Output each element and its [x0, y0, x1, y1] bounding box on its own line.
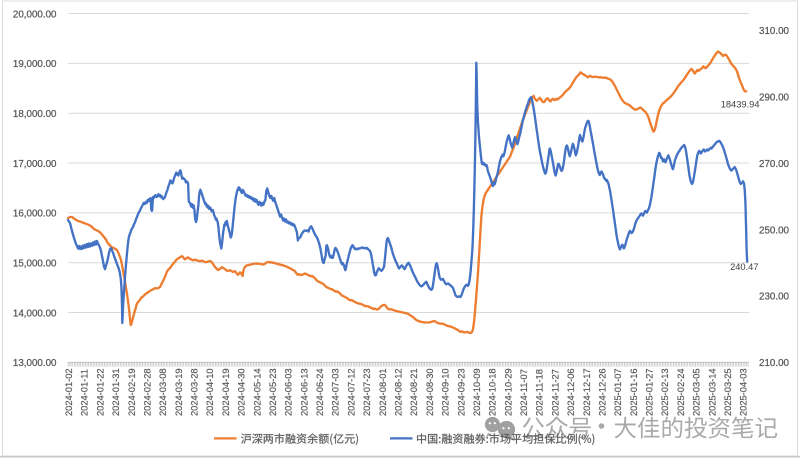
svg-text:250.00: 250.00: [759, 225, 790, 236]
svg-text:2024-08-21: 2024-08-21: [409, 368, 419, 416]
svg-text:2024-09-10: 2024-09-10: [441, 368, 451, 416]
svg-text:2024-03-19: 2024-03-19: [174, 368, 184, 416]
svg-text:2024-03-08: 2024-03-08: [158, 368, 168, 416]
svg-text:2024-08-12: 2024-08-12: [393, 368, 403, 416]
svg-text:2024-05-23: 2024-05-23: [268, 368, 278, 416]
svg-text:2024-12-17: 2024-12-17: [582, 368, 592, 416]
svg-text:16,000.00: 16,000.00: [13, 209, 57, 220]
svg-text:2024-05-14: 2024-05-14: [252, 368, 262, 416]
svg-text:270.00: 270.00: [759, 159, 790, 170]
svg-text:2024-12-06: 2024-12-06: [566, 368, 576, 416]
svg-text:2024-11-27: 2024-11-27: [550, 369, 560, 416]
svg-text:2024-06-24: 2024-06-24: [315, 368, 325, 416]
svg-text:2025-01-27: 2025-01-27: [645, 368, 655, 416]
svg-text:2025-01-16: 2025-01-16: [629, 368, 639, 416]
svg-text:310.00: 310.00: [759, 26, 790, 37]
svg-text:2024-10-09: 2024-10-09: [472, 368, 482, 416]
svg-text:2024-02-19: 2024-02-19: [127, 368, 137, 416]
svg-text:2025-03-05: 2025-03-05: [692, 368, 702, 416]
svg-text:2024-12-26: 2024-12-26: [597, 368, 607, 416]
svg-text:2024-07-03: 2024-07-03: [331, 368, 341, 416]
svg-text:2024-04-10: 2024-04-10: [205, 368, 215, 416]
svg-text:2024-10-18: 2024-10-18: [488, 368, 498, 416]
svg-text:210.00: 210.00: [759, 358, 790, 369]
svg-text:2024-04-30: 2024-04-30: [237, 368, 247, 416]
svg-text:18,000.00: 18,000.00: [13, 109, 57, 120]
svg-text:2024-08-01: 2024-08-01: [378, 368, 388, 416]
svg-text:2024-08-30: 2024-08-30: [425, 368, 435, 416]
svg-text:17,000.00: 17,000.00: [13, 159, 57, 170]
svg-text:2024-01-11: 2024-01-11: [80, 369, 90, 416]
svg-text:13,000.00: 13,000.00: [13, 358, 57, 369]
svg-text:2025-02-13: 2025-02-13: [660, 368, 670, 416]
svg-text:2024-03-28: 2024-03-28: [190, 368, 200, 416]
svg-text:15,000.00: 15,000.00: [13, 259, 57, 270]
svg-text:2024-06-13: 2024-06-13: [299, 368, 309, 416]
svg-text:2024-01-22: 2024-01-22: [95, 368, 105, 416]
svg-text:18439.94: 18439.94: [721, 100, 760, 110]
svg-text:2024-01-02: 2024-01-02: [64, 368, 74, 416]
svg-text:240.47: 240.47: [730, 262, 758, 272]
svg-text:2025-03-25: 2025-03-25: [723, 368, 733, 416]
svg-text:230.00: 230.00: [759, 292, 790, 303]
svg-text:2025-03-14: 2025-03-14: [707, 368, 717, 416]
svg-text:2024-11-18: 2024-11-18: [535, 369, 545, 416]
svg-text:2024-06-03: 2024-06-03: [284, 368, 294, 416]
svg-text:290.00: 290.00: [759, 92, 790, 103]
svg-text:2024-01-31: 2024-01-31: [111, 368, 121, 416]
svg-text:2024-07-23: 2024-07-23: [362, 368, 372, 416]
svg-text:2024-02-28: 2024-02-28: [142, 368, 152, 416]
svg-text:2024-07-12: 2024-07-12: [346, 368, 356, 416]
svg-text:2025-04-03: 2025-04-03: [739, 368, 749, 416]
svg-text:2024-09-23: 2024-09-23: [456, 368, 466, 416]
svg-text:2025-01-07: 2025-01-07: [613, 368, 623, 416]
svg-text:19,000.00: 19,000.00: [13, 59, 57, 70]
svg-text:20,000.00: 20,000.00: [13, 9, 57, 20]
svg-text:2024-10-29: 2024-10-29: [503, 368, 513, 416]
svg-text:2025-02-24: 2025-02-24: [676, 368, 686, 416]
svg-text:2024-04-19: 2024-04-19: [221, 368, 231, 416]
svg-text:14,000.00: 14,000.00: [13, 308, 57, 319]
svg-text:2024-11-07: 2024-11-07: [519, 369, 529, 416]
